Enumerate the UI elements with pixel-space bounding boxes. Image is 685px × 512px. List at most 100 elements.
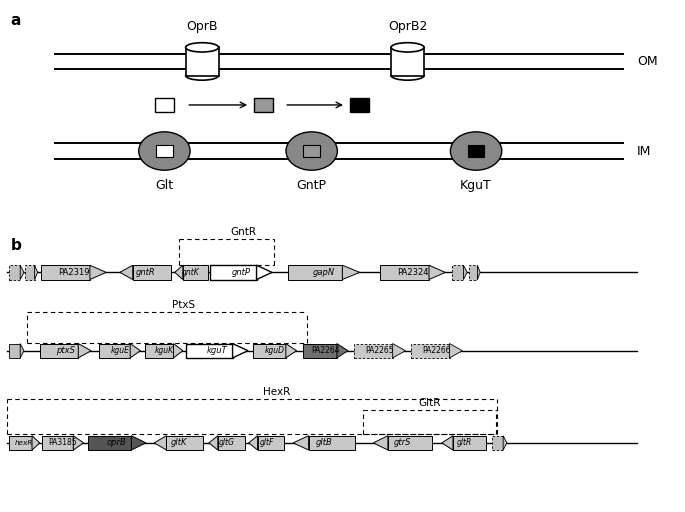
Polygon shape	[373, 436, 388, 450]
Bar	[145, 344, 173, 358]
Bar	[411, 344, 449, 358]
Polygon shape	[337, 344, 348, 358]
Polygon shape	[449, 344, 462, 358]
Bar	[42, 436, 73, 450]
Bar	[133, 265, 171, 280]
Bar	[303, 145, 320, 157]
Ellipse shape	[451, 132, 501, 170]
Polygon shape	[293, 436, 308, 450]
Polygon shape	[442, 436, 453, 450]
Text: HexR: HexR	[263, 387, 290, 397]
Text: gtrS: gtrS	[394, 438, 411, 447]
Text: kguT: kguT	[207, 346, 227, 355]
Text: gapN: gapN	[312, 268, 335, 277]
Text: kguE: kguE	[110, 346, 129, 355]
Polygon shape	[477, 265, 480, 280]
Bar	[40, 344, 78, 358]
Text: GltR: GltR	[419, 397, 440, 408]
Bar	[166, 436, 203, 450]
Bar	[9, 265, 21, 280]
Polygon shape	[21, 344, 24, 358]
Bar	[183, 265, 208, 280]
Bar	[391, 47, 424, 75]
Bar	[354, 344, 393, 358]
Bar	[452, 265, 463, 280]
Text: b: b	[10, 238, 21, 253]
Bar	[388, 436, 432, 450]
Polygon shape	[154, 436, 166, 450]
Polygon shape	[232, 344, 248, 358]
Bar	[492, 436, 503, 450]
Text: hexR: hexR	[15, 440, 34, 446]
Polygon shape	[503, 436, 507, 450]
Bar	[258, 436, 284, 450]
Text: gntR: gntR	[136, 268, 155, 277]
Polygon shape	[249, 436, 258, 450]
Text: IM: IM	[637, 144, 651, 158]
Polygon shape	[173, 344, 183, 358]
Polygon shape	[120, 265, 133, 280]
Ellipse shape	[391, 71, 424, 80]
Bar	[350, 98, 369, 112]
Text: gltR: gltR	[456, 438, 472, 447]
Ellipse shape	[186, 42, 219, 52]
Text: PA3185: PA3185	[49, 438, 77, 447]
Bar	[308, 436, 355, 450]
Text: PA2319: PA2319	[58, 268, 89, 277]
Text: GntP: GntP	[297, 179, 327, 192]
Bar	[380, 265, 429, 280]
Ellipse shape	[138, 132, 190, 170]
Bar	[469, 265, 477, 280]
Polygon shape	[21, 265, 24, 280]
Bar	[9, 436, 32, 450]
Text: PA2265: PA2265	[366, 346, 394, 355]
Bar	[9, 344, 21, 358]
Text: PA2324: PA2324	[397, 268, 428, 277]
Polygon shape	[463, 265, 467, 280]
Ellipse shape	[286, 132, 337, 170]
Polygon shape	[256, 265, 272, 280]
Bar	[453, 436, 486, 450]
Text: Glt: Glt	[155, 179, 173, 192]
Bar	[155, 98, 174, 112]
Text: KguT: KguT	[460, 179, 492, 192]
Bar	[303, 344, 337, 358]
Polygon shape	[73, 436, 84, 450]
Polygon shape	[342, 265, 360, 280]
Text: OprB2: OprB2	[388, 20, 427, 33]
Bar	[156, 145, 173, 157]
Bar	[186, 47, 219, 75]
Text: gntK: gntK	[182, 268, 200, 277]
Polygon shape	[78, 344, 91, 358]
Text: PA2266: PA2266	[423, 346, 451, 355]
Polygon shape	[286, 344, 297, 358]
Polygon shape	[90, 265, 106, 280]
Text: gltK: gltK	[171, 438, 187, 447]
Ellipse shape	[186, 71, 219, 80]
Polygon shape	[132, 436, 146, 450]
Bar	[288, 265, 342, 280]
Text: PtxS: PtxS	[173, 300, 195, 310]
Ellipse shape	[391, 42, 424, 52]
Polygon shape	[32, 436, 40, 450]
Text: ptxS: ptxS	[56, 346, 75, 355]
Text: OprB: OprB	[186, 20, 218, 33]
Polygon shape	[429, 265, 445, 280]
Text: gltF: gltF	[260, 438, 273, 447]
Text: PA2264: PA2264	[312, 346, 340, 355]
Text: gltB: gltB	[316, 438, 332, 447]
Text: a: a	[10, 13, 21, 28]
Polygon shape	[175, 265, 183, 280]
Text: kguK: kguK	[155, 346, 173, 355]
Bar	[186, 344, 233, 358]
Polygon shape	[34, 265, 38, 280]
Polygon shape	[209, 436, 218, 450]
Bar	[25, 265, 34, 280]
Bar	[468, 145, 484, 157]
Polygon shape	[130, 344, 140, 358]
Text: gntP: gntP	[232, 268, 251, 277]
Bar	[41, 265, 90, 280]
Bar	[218, 436, 245, 450]
Text: kguD: kguD	[265, 346, 285, 355]
Text: gltG: gltG	[219, 438, 235, 447]
